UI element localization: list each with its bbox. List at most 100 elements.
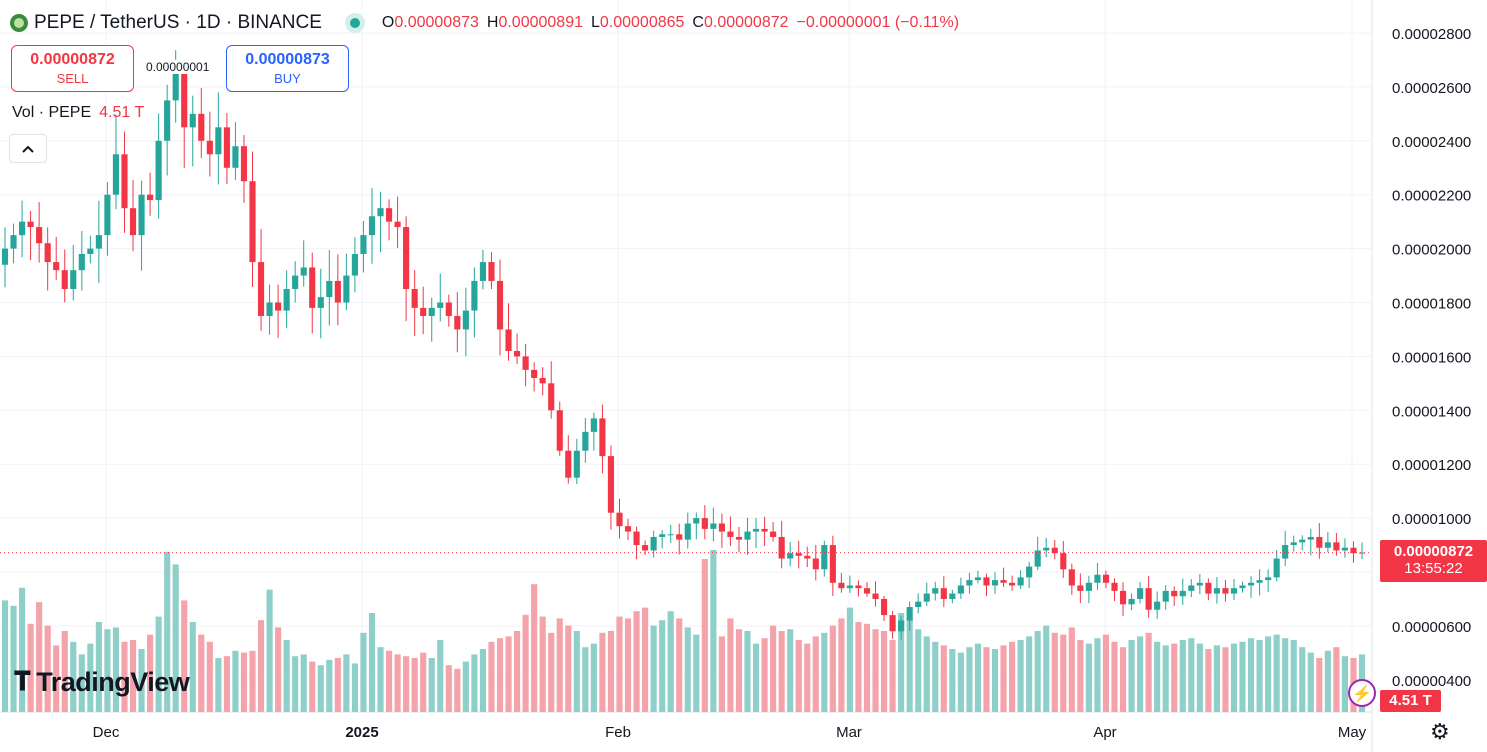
- volume-bar: [147, 634, 154, 712]
- volume-bar: [232, 650, 239, 712]
- candle-body: [223, 127, 230, 168]
- candle-body: [292, 275, 299, 290]
- volume-bar: [300, 654, 307, 712]
- y-tick-label: 0.00002400: [1392, 134, 1471, 151]
- candle-body: [582, 431, 589, 451]
- candle-body: [1068, 569, 1075, 586]
- volume-bar: [752, 643, 760, 712]
- candle-body: [846, 585, 853, 589]
- x-tick-label: Dec: [93, 724, 120, 741]
- volume-bar: [1102, 634, 1110, 712]
- volume-bar: [1000, 645, 1007, 712]
- candle-body: [573, 450, 580, 478]
- candle-body: [1358, 552, 1366, 554]
- candle-body: [633, 531, 640, 546]
- sell-button[interactable]: 0.00000872 SELL: [11, 45, 134, 92]
- volume-bar: [1162, 645, 1169, 712]
- volume-bar: [53, 645, 60, 712]
- candle-body: [53, 262, 60, 271]
- volume-bar: [531, 584, 538, 712]
- candle-body: [505, 329, 512, 352]
- volume-bar: [744, 631, 751, 712]
- volume-bar: [1, 600, 9, 712]
- symbol-title[interactable]: PEPE / TetherUS · 1D · BINANCE: [34, 12, 322, 33]
- pepe-coin-icon: [10, 14, 28, 32]
- volume-bar: [377, 647, 384, 712]
- candle-body: [1017, 577, 1024, 586]
- volume-bar: [582, 647, 589, 712]
- volume-bar: [1128, 640, 1135, 712]
- candle-body: [991, 580, 999, 586]
- volume-axis-label: 4.51 T: [1380, 690, 1441, 712]
- candle-body: [693, 518, 700, 524]
- candle-body: [121, 154, 128, 209]
- candle-body: [249, 181, 256, 263]
- volume-bar: [590, 643, 597, 712]
- buy-button[interactable]: 0.00000873 BUY: [226, 45, 349, 92]
- collapse-legend-button[interactable]: [9, 134, 47, 163]
- candle-body: [275, 302, 282, 311]
- candle-body: [710, 523, 717, 529]
- x-tick-label: May: [1338, 724, 1367, 741]
- volume-bar: [718, 636, 725, 712]
- candle-body: [18, 221, 26, 236]
- candle-body: [821, 545, 828, 570]
- buy-label: BUY: [274, 71, 301, 86]
- volume-bar: [198, 634, 205, 712]
- volume-bar: [650, 625, 657, 712]
- candle-body: [735, 536, 743, 540]
- candle-body: [462, 310, 469, 330]
- candle-body: [701, 518, 708, 529]
- volume-bar: [1247, 638, 1255, 712]
- volume-bar: [599, 632, 606, 712]
- volume-bar: [292, 656, 299, 712]
- ohlc-readout: O0.00000873 H0.00000891 L0.00000865 C0.0…: [382, 14, 959, 32]
- y-tick-label: 0.00002200: [1392, 188, 1471, 205]
- volume-bar: [898, 613, 905, 712]
- candle-body: [1094, 574, 1101, 583]
- candle-body: [1196, 582, 1203, 586]
- lightning-icon[interactable]: ⚡: [1348, 679, 1376, 707]
- candle-body: [718, 523, 725, 532]
- volume-bar: [573, 631, 580, 712]
- candle-body: [104, 194, 111, 236]
- volume-legend[interactable]: Vol · PEPE 4.51 T: [12, 104, 144, 122]
- candle-body: [1247, 582, 1255, 586]
- volume-bar: [1196, 643, 1203, 712]
- candle-body: [198, 113, 205, 141]
- candle-body: [872, 593, 879, 599]
- volume-bar: [112, 627, 120, 712]
- volume-bar: [1034, 631, 1041, 712]
- candle-body: [1205, 582, 1212, 594]
- volume-bar: [735, 629, 743, 712]
- volume-bar: [556, 618, 563, 712]
- volume-bar: [326, 659, 333, 712]
- candle-body: [403, 227, 410, 290]
- volume-bar: [727, 618, 734, 712]
- candle-body: [78, 253, 85, 271]
- volume-bar: [309, 661, 316, 712]
- volume-bar: [522, 614, 529, 712]
- candle-body: [1333, 542, 1340, 551]
- low-value: 0.00000865: [599, 14, 685, 31]
- volume-bar: [1171, 643, 1178, 712]
- settings-gear-icon[interactable]: ⚙: [1430, 719, 1450, 744]
- candle-body: [957, 585, 964, 594]
- volume-bar: [915, 629, 922, 712]
- volume-bar: [70, 641, 77, 712]
- candle-body: [129, 208, 137, 236]
- candle-body: [915, 601, 922, 608]
- candle-body: [496, 280, 504, 330]
- volume-bar: [624, 618, 632, 712]
- volume-bar: [95, 622, 102, 712]
- candle-body: [394, 221, 401, 228]
- tradingview-logo[interactable]: 𝐓 TradingView: [14, 666, 190, 698]
- volume-bar: [1077, 640, 1084, 712]
- candle-body: [1085, 582, 1092, 591]
- candle-body: [44, 243, 51, 263]
- volume-bar: [257, 620, 265, 712]
- candle-body: [616, 512, 623, 527]
- x-tick-label: Feb: [605, 724, 631, 741]
- volume-bar: [61, 631, 68, 712]
